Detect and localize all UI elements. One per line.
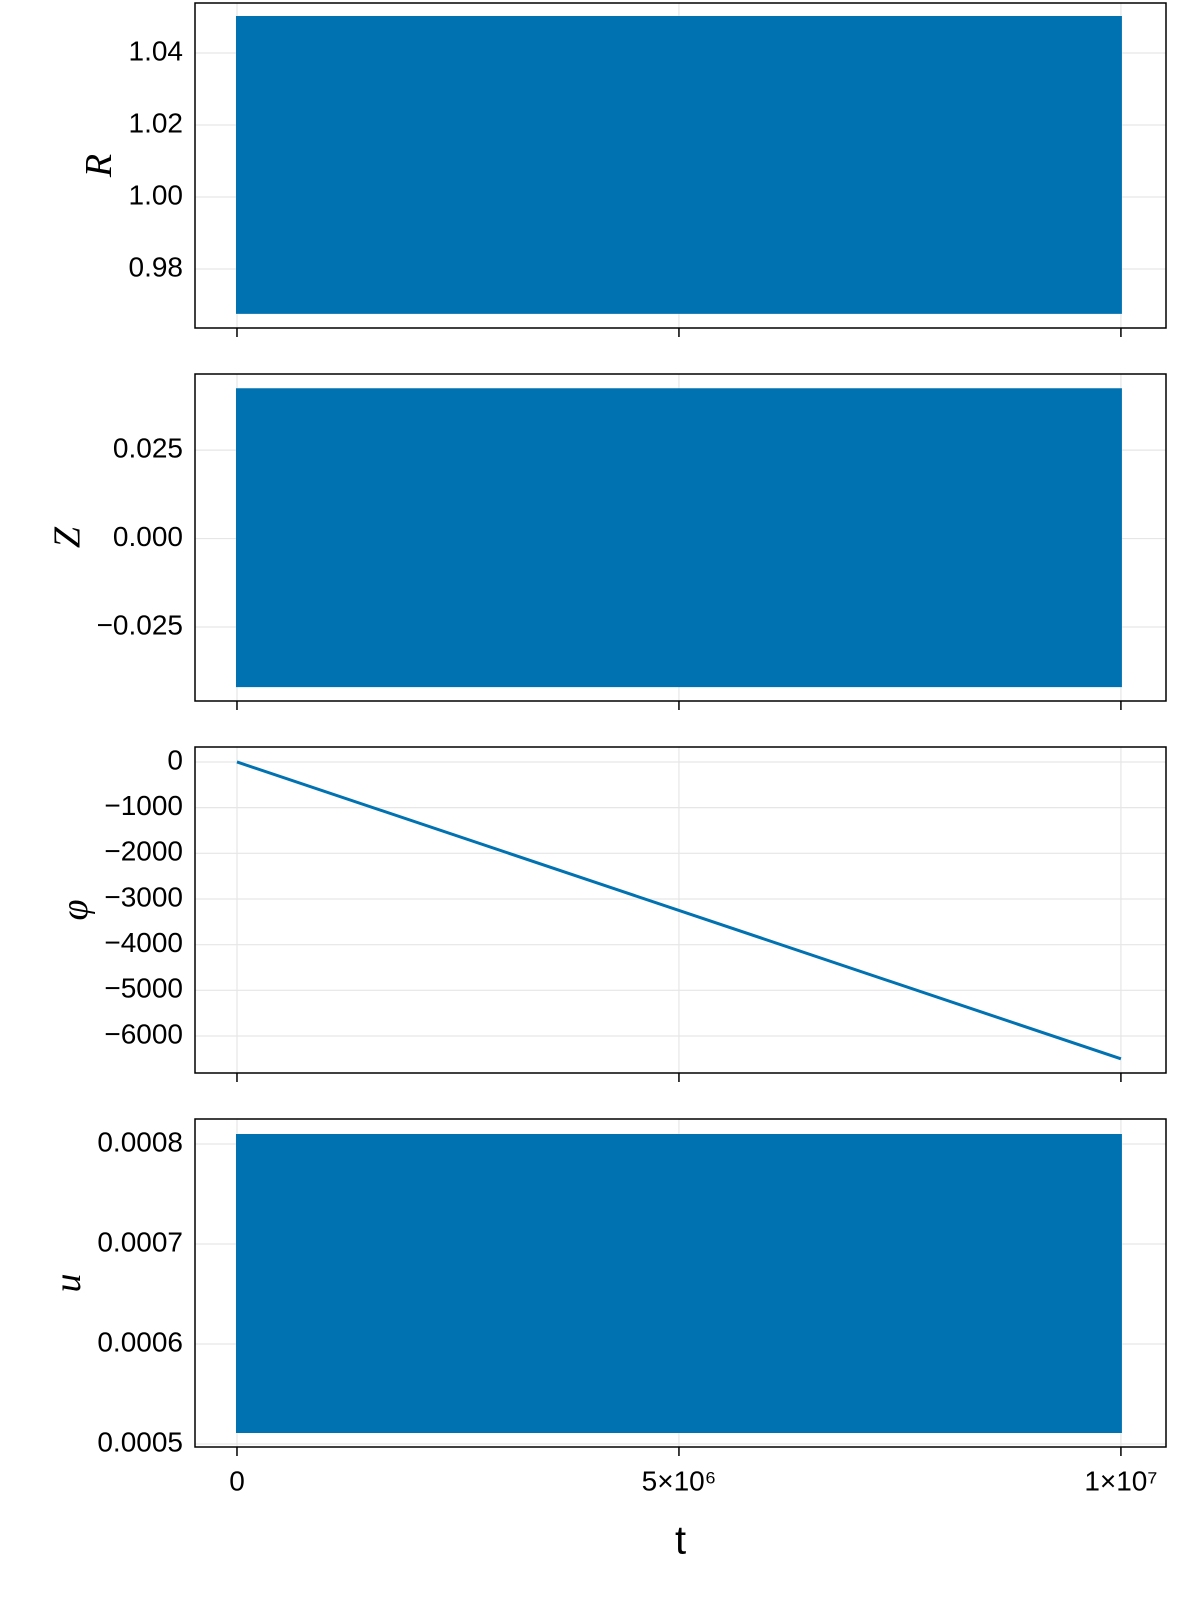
y-tick-label: 0.0007 bbox=[97, 1226, 183, 1257]
panel: 0.98 1.00 1.02 1.04 R bbox=[78, 2, 1167, 337]
y-tick-label: 0.025 bbox=[113, 432, 183, 463]
x-tick-label: 1×10⁷ bbox=[1084, 1465, 1157, 1496]
y-tick-label: −4000 bbox=[104, 927, 183, 958]
y-axis-label: R bbox=[78, 154, 120, 178]
y-tick-label: −2000 bbox=[104, 836, 183, 867]
y-axis-label: u bbox=[47, 1274, 89, 1293]
panel: −6000 −5000 −4000 −3000 −2000 −1000 0 φ bbox=[54, 744, 1167, 1082]
y-tick-label: 0.0008 bbox=[97, 1126, 183, 1157]
plot-frame bbox=[194, 373, 1167, 702]
oscillation-band bbox=[235, 16, 1122, 314]
y-tick-label: 0 bbox=[167, 744, 183, 775]
line bbox=[236, 760, 1122, 1061]
y-tick-label: −1000 bbox=[104, 790, 183, 821]
x-axis-label: t bbox=[675, 1519, 686, 1563]
y-tick-label: −6000 bbox=[104, 1018, 183, 1049]
y-tick-label: 1.04 bbox=[129, 35, 184, 66]
y-tick-label: 0.000 bbox=[113, 521, 183, 552]
y-tick-label: 1.02 bbox=[129, 107, 184, 138]
panel: 0.0005 0.0006 0.0007 0.0008 0 5×10⁶ 1×10⁷ u t bbox=[47, 1118, 1167, 1563]
panel: −0.025 0.000 0.025 Z bbox=[46, 373, 1167, 710]
plot-frame bbox=[194, 746, 1167, 1074]
y-tick-label: 0.0005 bbox=[97, 1426, 183, 1457]
y-axis-label: Z bbox=[46, 526, 88, 548]
y-tick-label: −5000 bbox=[104, 973, 183, 1004]
y-tick-label: 0.98 bbox=[129, 251, 184, 282]
plot-frame bbox=[194, 2, 1167, 329]
plot-frame bbox=[194, 1118, 1167, 1448]
y-tick-label: 1.00 bbox=[129, 179, 184, 210]
oscillation-band bbox=[235, 388, 1122, 688]
y-tick-label: −0.025 bbox=[97, 609, 183, 640]
x-tick-label: 5×10⁶ bbox=[642, 1465, 717, 1496]
y-tick-label: −3000 bbox=[104, 881, 183, 912]
x-tick-label: 0 bbox=[229, 1465, 245, 1496]
y-tick-label: 0.0006 bbox=[97, 1326, 183, 1357]
oscillation-band bbox=[235, 1134, 1122, 1433]
y-axis-label: φ bbox=[54, 899, 96, 920]
